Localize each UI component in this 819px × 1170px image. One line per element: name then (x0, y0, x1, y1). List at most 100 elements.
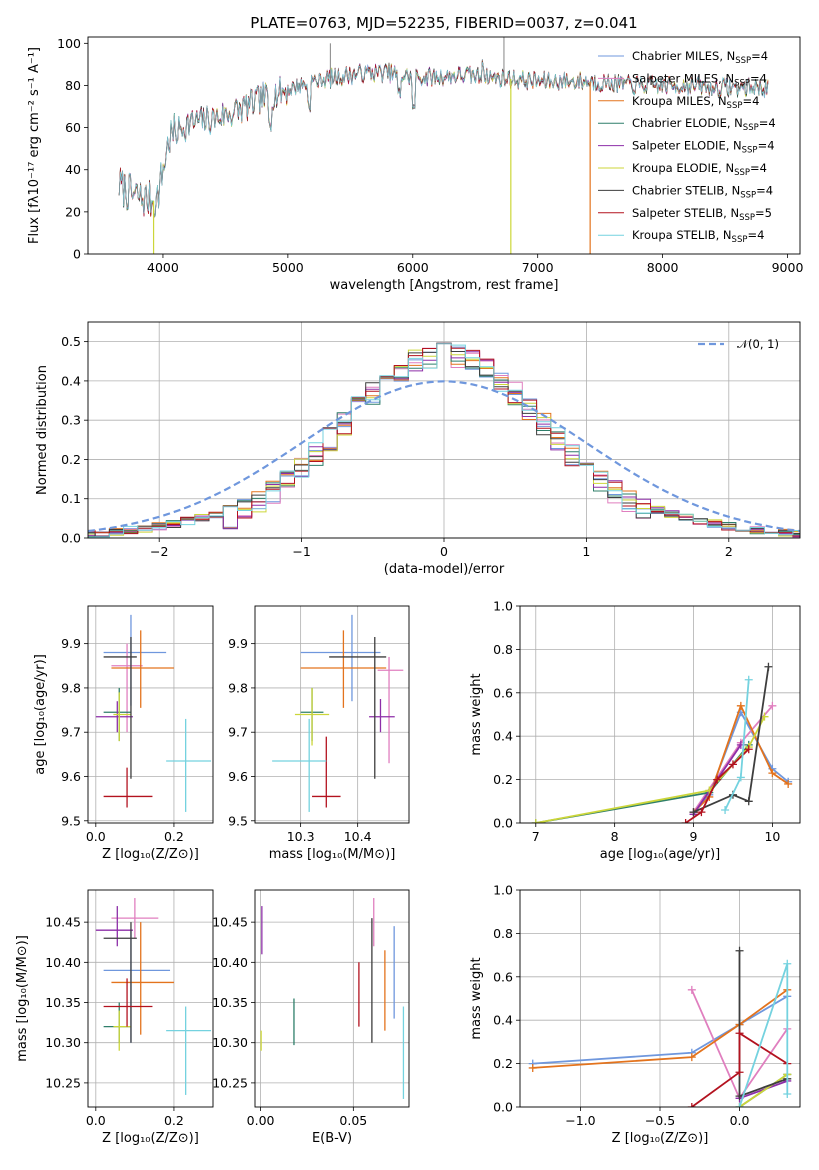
y-axis-label: Normed distribution (35, 365, 50, 495)
x-tick-label: 0.05 (339, 1113, 367, 1128)
axes-frame (254, 889, 410, 1108)
y-axis-label: mass [log₁₀(M/M⊙)] (15, 935, 30, 1062)
weight-marker (735, 946, 744, 955)
y-tick-label: 0.5 (61, 334, 81, 349)
spectrum-lines (118, 37, 769, 254)
legend-entry: Chabrier MILES, NSSP=4 (632, 49, 768, 66)
y-tick-label: 0.8 (493, 926, 513, 941)
legend-entry: Salpeter ELODIE, NSSP=4 (632, 139, 775, 156)
y-tick-label: 100 (57, 36, 81, 51)
error-bars (260, 898, 405, 1099)
weight-marker (687, 985, 696, 994)
y-tick-label: 0.3 (61, 413, 81, 428)
y-tick-label: 0.2 (493, 772, 513, 787)
weight-marker (736, 773, 745, 782)
x-axis-label: age [log₁₀(age/yr)] (600, 847, 721, 862)
weight-marker (783, 959, 792, 968)
y-tick-label: 10.25 (45, 1075, 81, 1090)
weight-marker (728, 760, 737, 769)
axes-frame (87, 36, 801, 255)
x-tick-label: 10.3 (287, 829, 315, 844)
histogram-steps (88, 342, 800, 538)
axes-frame (87, 889, 214, 1108)
x-tick-label: 4000 (147, 260, 179, 275)
x-axis-label: Z [log₁₀(Z/Z⊙)] (612, 1131, 709, 1146)
axes-frame (87, 605, 214, 824)
y-tick-label: 9.7 (228, 725, 248, 740)
y-tick-label: 0.6 (493, 969, 513, 984)
weight-marker (687, 1103, 696, 1107)
x-tick-label: 7 (532, 829, 540, 844)
histogram-series (88, 343, 800, 538)
x-axis-label: Z [log₁₀(Z/Z⊙)] (102, 847, 199, 862)
x-tick-label: −0.5 (645, 1113, 675, 1128)
y-tick-label: 0.2 (61, 452, 81, 467)
weight-line (738, 950, 788, 1098)
weight-marker (784, 779, 793, 788)
y-tick-label: 9.8 (228, 680, 248, 695)
y-tick-label: 0.0 (493, 816, 513, 831)
x-tick-label: 8000 (647, 260, 679, 275)
y-tick-label: 9.8 (61, 680, 81, 695)
y-tick-label: 0.4 (61, 373, 81, 388)
weight-line (532, 989, 788, 1069)
weight-marker (764, 662, 773, 671)
legend-entry: Salpeter STELIB, NSSP=5 (632, 206, 772, 223)
y-tick-label: 10.35 (212, 995, 248, 1010)
axes-frame (519, 605, 801, 824)
legend-entry: Kroupa MILES, NSSP=4 (632, 94, 759, 111)
x-axis-label: E(B-V) (312, 1131, 352, 1146)
y-tick-label: 10.30 (45, 1035, 81, 1050)
y-tick-label: 0.4 (493, 729, 513, 744)
y-tick-label: 0 (73, 247, 81, 262)
x-tick-label: 0 (440, 544, 448, 559)
y-tick-label: 9.6 (61, 769, 81, 784)
legend-entry: Kroupa ELODIE, NSSP=4 (632, 161, 767, 178)
x-tick-label: −1.0 (565, 1113, 595, 1128)
weight-marker (735, 1029, 744, 1038)
x-tick-label: 9000 (772, 260, 804, 275)
x-tick-label: 0.0 (730, 1113, 750, 1128)
y-tick-label: 0.0 (61, 531, 81, 546)
y-tick-label: 10.35 (45, 995, 81, 1010)
y-tick-label: 1.0 (493, 599, 513, 614)
y-tick-label: 0.6 (493, 685, 513, 700)
y-tick-label: 0.1 (61, 491, 81, 506)
weight-line (532, 995, 788, 1065)
x-tick-label: 1 (582, 544, 590, 559)
x-tick-label: 2 (725, 544, 733, 559)
weight-marker (697, 808, 706, 817)
x-tick-label: 0.0 (86, 1113, 106, 1128)
weight-lines (531, 662, 793, 823)
weight-line (691, 1031, 788, 1107)
y-tick-label: 40 (65, 162, 81, 177)
weight-marker (687, 1053, 696, 1062)
x-tick-label: 10.4 (344, 829, 372, 844)
weight-marker (744, 675, 753, 684)
weight-line (739, 1080, 788, 1100)
axes-frame (519, 889, 801, 1108)
spectrum-panel: 4000 5000 6000 7000 8000 9000 0 20 40 60 80 100 wave… (27, 36, 803, 293)
y-tick-label: 0.8 (493, 642, 513, 657)
figure-title: PLATE=0763, MJD=52235, FIBERID=0037, z=0… (250, 14, 637, 32)
weight-marker (689, 808, 698, 817)
y-tick-label: 10.45 (212, 915, 248, 930)
weight-marker (721, 805, 730, 814)
x-tick-label: 9 (690, 829, 698, 844)
legend-entry: Chabrier ELODIE, NSSP=4 (632, 116, 776, 133)
x-tick-label: −1 (292, 544, 310, 559)
x-axis-label: (data-model)/error (384, 562, 505, 577)
y-tick-label: 10.25 (212, 1075, 248, 1090)
y-axis-label: Flux [fλ10⁻¹⁷ erg cm⁻² s⁻¹ A⁻¹] (27, 47, 42, 244)
z-mass-panel: 0.0 0.2 10.25 10.30 10.35 10.40 10.45 Z [log₁₀(… (15, 889, 214, 1146)
y-tick-label: 1.0 (493, 883, 513, 898)
y-tick-label: 10.40 (212, 955, 248, 970)
x-axis-label: mass [log₁₀(M/M⊙)] (269, 847, 396, 862)
y-tick-label: 9.9 (61, 636, 81, 651)
y-tick-label: 60 (65, 120, 81, 135)
y-tick-label: 9.9 (228, 636, 248, 651)
weight-marker (768, 769, 777, 778)
x-tick-label: −2 (150, 544, 168, 559)
weight-line (535, 744, 750, 823)
